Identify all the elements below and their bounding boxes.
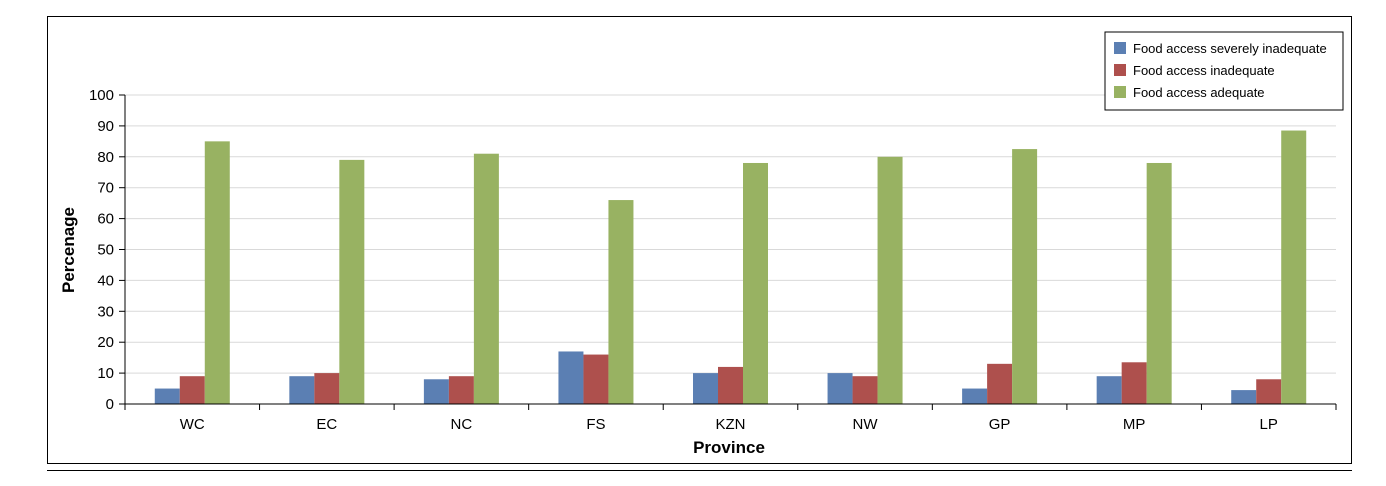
x-tick-label: EC bbox=[316, 416, 337, 433]
bar-nc-series-3 bbox=[473, 153, 499, 404]
x-tick-labels: WC EC NC FS KZN NW GP MP LP bbox=[180, 416, 1278, 433]
x-tick-label: GP bbox=[989, 416, 1011, 433]
bar-fs-series-2 bbox=[583, 354, 609, 404]
x-tick-label: FS bbox=[586, 416, 605, 433]
x-tick-label: MP bbox=[1123, 416, 1146, 433]
bar-nw-series-1 bbox=[827, 373, 853, 404]
y-tick-label: 50 bbox=[97, 242, 114, 259]
bar-kzn-series-2 bbox=[718, 366, 743, 404]
legend-swatch bbox=[1114, 64, 1126, 76]
bar-mp-series-2 bbox=[1121, 362, 1147, 404]
bar-nc-series-1 bbox=[423, 379, 449, 404]
y-tick-labels: 0 10 20 30 40 50 60 70 80 90 100 bbox=[89, 87, 114, 413]
bar-fs-series-1 bbox=[558, 351, 584, 404]
x-tick-label: KZN bbox=[716, 416, 746, 433]
bar-wc-series-3 bbox=[204, 141, 230, 404]
x-axis-title: Province bbox=[693, 438, 765, 457]
legend-label: Food access adequate bbox=[1133, 85, 1265, 100]
bar-lp-series-1 bbox=[1231, 390, 1257, 404]
bar-mp-series-3 bbox=[1146, 162, 1172, 404]
y-tick-label: 0 bbox=[106, 396, 114, 413]
bar-gp-series-1 bbox=[962, 388, 988, 404]
bar-kzn-series-3 bbox=[743, 162, 768, 404]
y-tick-label: 70 bbox=[97, 180, 114, 197]
bar-mp-series-1 bbox=[1096, 376, 1122, 404]
bar-lp-series-2 bbox=[1256, 379, 1282, 404]
y-axis-title: Percenage bbox=[59, 207, 78, 293]
legend-swatch bbox=[1114, 42, 1126, 54]
y-tick-label: 40 bbox=[97, 272, 114, 289]
axes bbox=[119, 94, 1337, 410]
bar-ec-series-1 bbox=[289, 376, 315, 404]
bar-ec-series-2 bbox=[314, 373, 340, 404]
x-tick-label: NC bbox=[451, 416, 473, 433]
bars bbox=[154, 130, 1307, 404]
bar-wc-series-2 bbox=[179, 376, 205, 404]
legend: Food access severely inadequate Food acce… bbox=[1104, 31, 1344, 111]
y-tick-label: 10 bbox=[97, 365, 114, 382]
y-tick-label: 60 bbox=[97, 211, 114, 228]
x-tick-label: WC bbox=[180, 416, 205, 433]
legend-swatch bbox=[1114, 86, 1126, 98]
bar-nw-series-2 bbox=[852, 376, 878, 404]
bar-wc-series-1 bbox=[154, 388, 180, 404]
bottom-rule bbox=[47, 470, 1352, 471]
bar-gp-series-3 bbox=[1012, 149, 1038, 404]
legend-label: Food access severely inadequate bbox=[1133, 41, 1327, 56]
legend-label: Food access inadequate bbox=[1133, 63, 1275, 78]
legend-box bbox=[1104, 31, 1344, 111]
bar-nc-series-2 bbox=[448, 376, 474, 404]
x-tick-label: NW bbox=[853, 416, 879, 433]
bar-lp-series-3 bbox=[1281, 130, 1307, 404]
bar-ec-series-3 bbox=[339, 159, 365, 404]
y-tick-label: 90 bbox=[97, 118, 114, 135]
y-tick-label: 100 bbox=[89, 87, 114, 104]
x-tick-label: LP bbox=[1260, 416, 1278, 433]
bar-nw-series-3 bbox=[877, 156, 903, 404]
y-tick-label: 30 bbox=[97, 303, 114, 320]
bar-gp-series-2 bbox=[987, 363, 1013, 404]
bar-kzn-series-1 bbox=[693, 373, 718, 404]
bar-fs-series-3 bbox=[608, 200, 634, 404]
y-tick-label: 80 bbox=[97, 149, 114, 166]
y-tick-label: 20 bbox=[97, 334, 114, 351]
